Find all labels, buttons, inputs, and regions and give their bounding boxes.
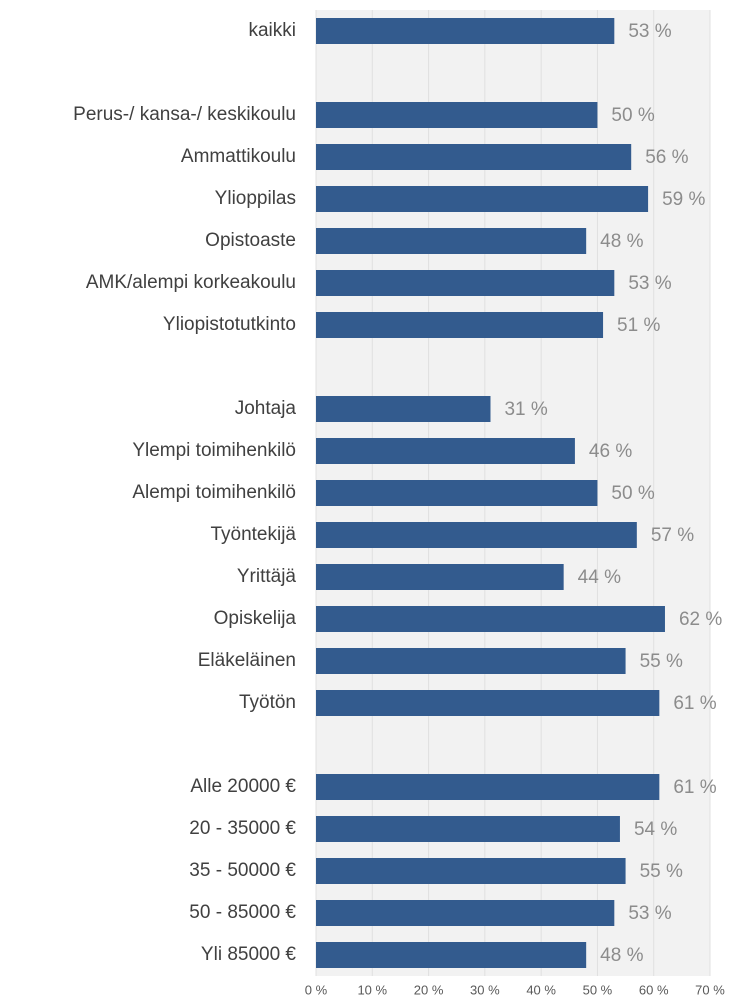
y-tick-label: Ylioppilas [215,188,296,209]
data-label: 50 % [611,105,654,126]
y-tick-label: Työtön [239,692,296,713]
y-tick-label: Yli 85000 € [201,944,297,965]
data-label: 53 % [628,273,671,294]
y-tick-label: Ylempi toimihenkilö [132,440,296,461]
y-tick-label: Yrittäjä [237,566,297,587]
y-tick-label: Eläkeläinen [198,650,296,671]
y-tick-label: Yliopistotutkinto [163,314,296,335]
y-tick-label: Alempi toimihenkilö [132,482,296,503]
data-label: 46 % [589,441,632,462]
data-label: 55 % [640,861,683,882]
y-tick-label: Työntekijä [210,524,296,545]
data-label: 59 % [662,189,705,210]
x-tick-label: 60 % [639,982,669,997]
bar [316,942,587,968]
y-tick-label: Alle 20000 € [190,776,296,797]
data-label: 51 % [617,315,660,336]
bar [316,186,649,212]
y-tick-label: 20 - 35000 € [189,818,296,839]
bar [316,522,637,548]
bar [316,228,587,254]
data-label: 56 % [645,147,688,168]
bar [316,606,665,632]
bar [316,396,491,422]
x-tick-label: 50 % [583,982,613,997]
bar [316,312,604,338]
bar [316,18,615,44]
bar [316,900,615,926]
data-label: 53 % [628,903,671,924]
data-label: 44 % [578,567,621,588]
x-tick-label: 0 % [305,982,328,997]
data-label: 55 % [640,651,683,672]
bar [316,564,564,590]
bar [316,438,575,464]
data-label: 57 % [651,525,694,546]
bar [316,480,598,506]
y-tick-label: AMK/alempi korkeakoulu [86,272,296,293]
data-label: 61 % [673,777,716,798]
x-tick-label: 10 % [357,982,387,997]
data-label: 53 % [628,21,671,42]
y-tick-label: Perus-/ kansa-/ keskikoulu [73,104,296,125]
bar [316,102,598,128]
bar [316,774,660,800]
data-label: 48 % [600,231,643,252]
y-tick-label: Opistoaste [205,230,296,251]
x-tick-label: 30 % [470,982,500,997]
bar [316,690,660,716]
data-label: 31 % [504,399,547,420]
bar [316,144,632,170]
data-label: 48 % [600,945,643,966]
y-tick-label: Ammattikoulu [181,146,296,167]
bar [316,270,615,296]
data-label: 50 % [611,483,654,504]
y-tick-label: Opiskelija [214,608,297,629]
data-label: 62 % [679,609,722,630]
y-tick-label: Johtaja [235,398,297,419]
x-tick-label: 70 % [695,982,725,997]
data-label: 61 % [673,693,716,714]
bar [316,648,626,674]
y-tick-label: 35 - 50000 € [189,860,296,881]
y-tick-label: kaikki [248,20,296,41]
x-tick-label: 40 % [526,982,556,997]
bar [316,858,626,884]
bar [316,816,620,842]
y-tick-label: 50 - 85000 € [189,902,296,923]
data-label: 54 % [634,819,677,840]
x-tick-label: 20 % [414,982,444,997]
